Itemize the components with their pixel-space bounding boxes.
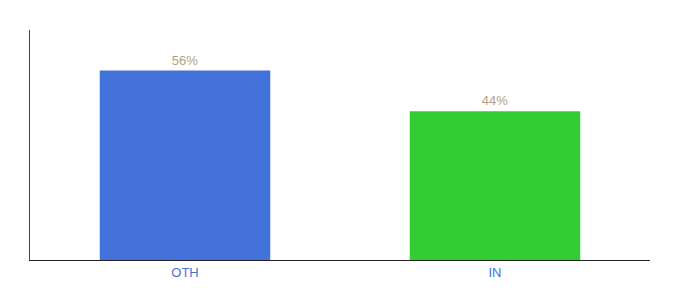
- svg-text:IN: IN: [489, 265, 502, 280]
- svg-text:56%: 56%: [172, 53, 198, 68]
- svg-text:44%: 44%: [482, 93, 508, 108]
- svg-text:OTH: OTH: [171, 265, 198, 280]
